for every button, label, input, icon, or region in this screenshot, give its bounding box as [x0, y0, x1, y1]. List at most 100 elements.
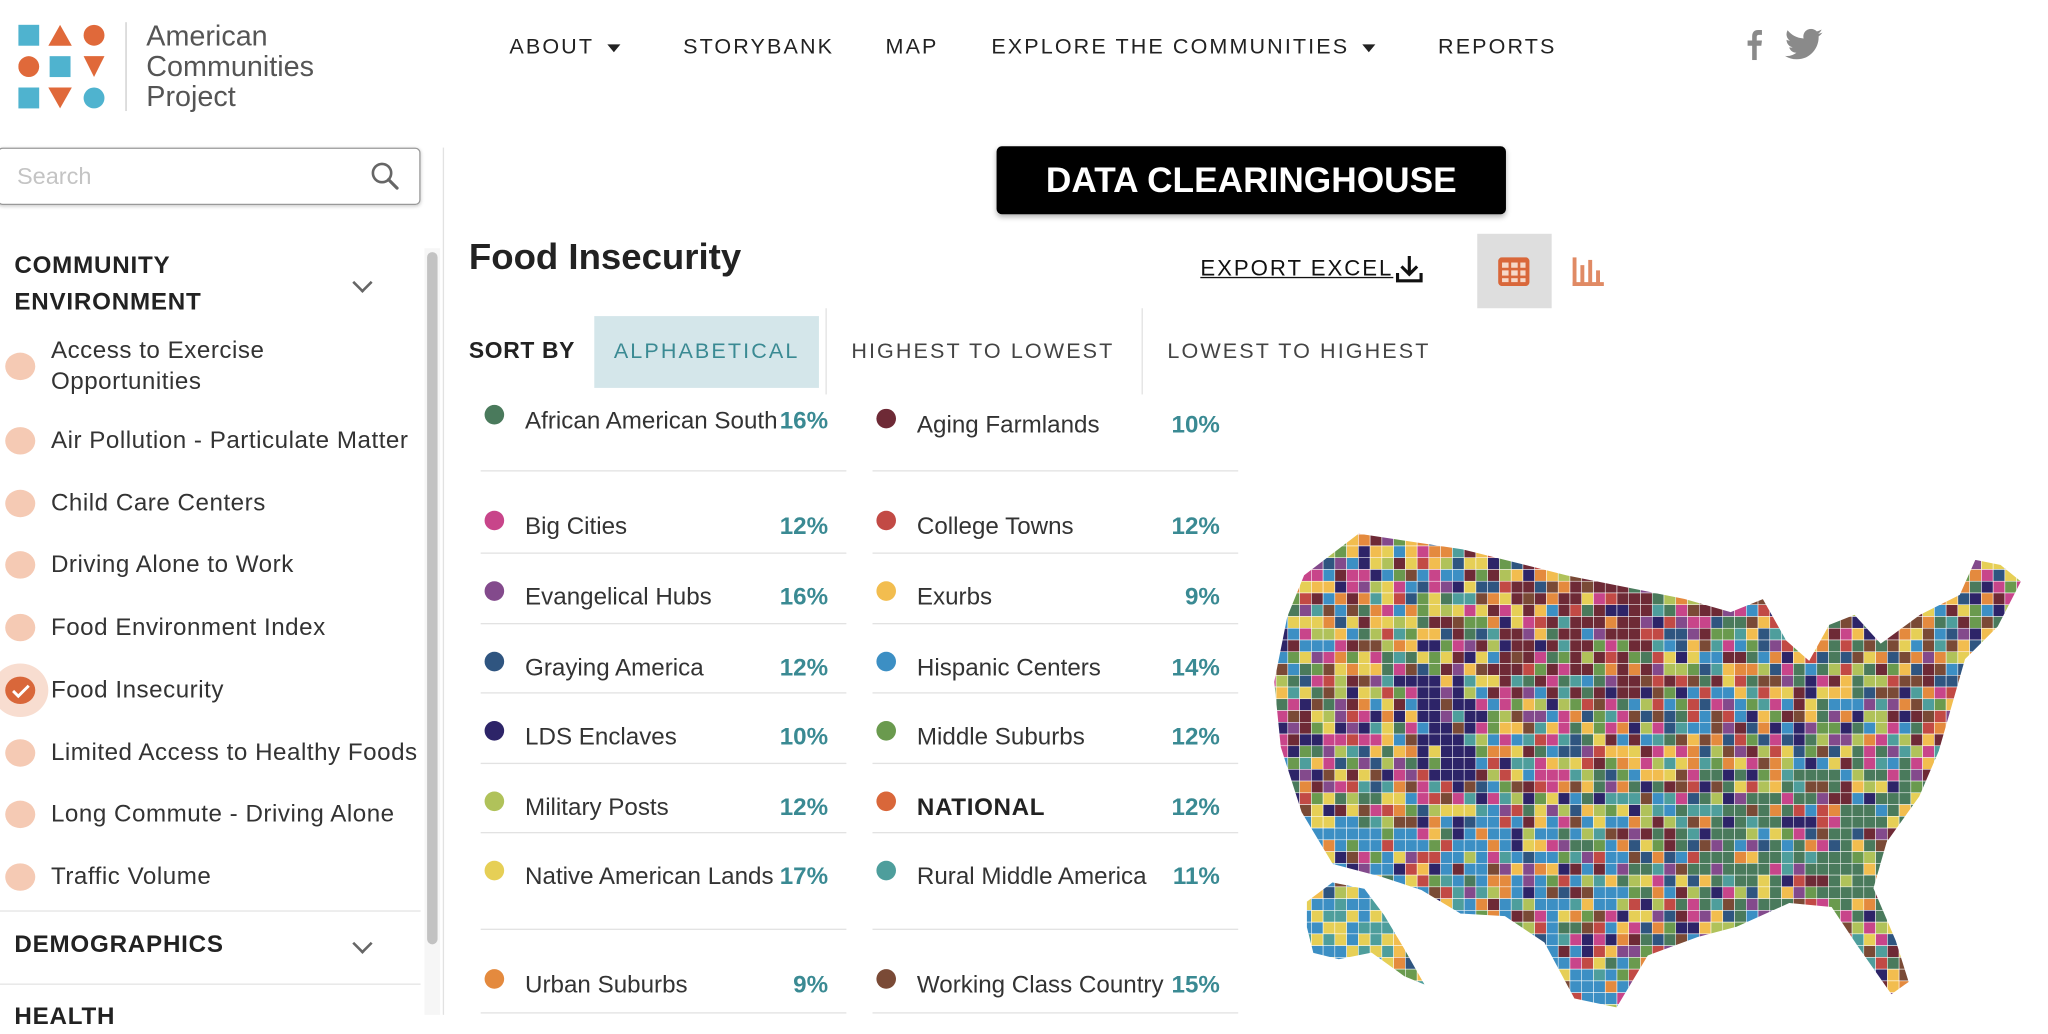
- map-county[interactable]: [1781, 874, 1794, 888]
- map-county[interactable]: [1334, 722, 1347, 735]
- map-county[interactable]: [1569, 945, 1582, 958]
- map-county[interactable]: [2016, 780, 2029, 794]
- map-county[interactable]: [1299, 992, 1312, 1005]
- map-county[interactable]: [1781, 933, 1794, 946]
- map-county[interactable]: [1604, 675, 1618, 688]
- map-county[interactable]: [1557, 627, 1571, 641]
- map-county[interactable]: [1487, 804, 1500, 817]
- map-county[interactable]: [1628, 769, 1641, 782]
- map-county[interactable]: [1463, 592, 1477, 605]
- map-county[interactable]: [1275, 569, 1289, 582]
- map-county[interactable]: [1969, 780, 1982, 794]
- map-county[interactable]: [1934, 886, 1947, 899]
- map-county[interactable]: [1311, 863, 1324, 876]
- map-county[interactable]: [1651, 686, 1665, 700]
- map-county[interactable]: [1887, 804, 1900, 817]
- map-county[interactable]: [1851, 522, 1865, 535]
- logo-mark[interactable]: [18, 24, 105, 110]
- map-county[interactable]: [1875, 522, 1888, 535]
- map-county[interactable]: [1322, 910, 1336, 923]
- map-county[interactable]: [2004, 804, 2017, 817]
- map-county[interactable]: [1275, 769, 1289, 782]
- map-county[interactable]: [1887, 710, 1900, 723]
- map-county[interactable]: [1275, 816, 1289, 829]
- map-county[interactable]: [1569, 757, 1582, 770]
- map-county[interactable]: [1969, 698, 1982, 711]
- map-county[interactable]: [1346, 627, 1359, 641]
- map-county[interactable]: [1311, 980, 1324, 993]
- map-county[interactable]: [1851, 710, 1865, 723]
- map-county[interactable]: [1816, 933, 1829, 946]
- map-county[interactable]: [1981, 968, 1994, 982]
- map-county[interactable]: [1804, 533, 1818, 547]
- map-county[interactable]: [1499, 663, 1512, 676]
- map-county[interactable]: [1804, 616, 1818, 629]
- map-county[interactable]: [1428, 698, 1441, 711]
- map-county[interactable]: [1828, 745, 1841, 758]
- map-county[interactable]: [1299, 874, 1312, 888]
- map-county[interactable]: [1534, 957, 1547, 970]
- map-county[interactable]: [1687, 980, 1700, 993]
- nav-about[interactable]: ABOUT: [509, 35, 621, 60]
- map-county[interactable]: [2016, 745, 2029, 758]
- map-county[interactable]: [1769, 710, 1782, 723]
- map-county[interactable]: [1322, 557, 1336, 570]
- map-county[interactable]: [1816, 675, 1829, 688]
- map-county[interactable]: [1863, 933, 1876, 946]
- map-county[interactable]: [1557, 992, 1571, 1005]
- map-county[interactable]: [1910, 533, 1923, 547]
- map-county[interactable]: [1604, 792, 1618, 805]
- map-county[interactable]: [1452, 675, 1465, 688]
- map-county[interactable]: [1487, 663, 1500, 676]
- map-county[interactable]: [1957, 921, 1970, 935]
- map-county[interactable]: [1287, 886, 1300, 899]
- map-county[interactable]: [1334, 980, 1347, 993]
- map-county[interactable]: [1510, 968, 1524, 982]
- map-county[interactable]: [1604, 957, 1618, 970]
- map-county[interactable]: [1358, 839, 1371, 852]
- map-county[interactable]: [1381, 675, 1394, 688]
- map-county[interactable]: [1710, 580, 1724, 594]
- map-county[interactable]: [1722, 616, 1735, 629]
- map-county[interactable]: [1534, 616, 1547, 629]
- map-county[interactable]: [1358, 557, 1371, 570]
- map-county[interactable]: [1546, 698, 1559, 711]
- map-county[interactable]: [1675, 980, 1688, 993]
- map-county[interactable]: [1510, 616, 1524, 629]
- map-county[interactable]: [1322, 968, 1336, 982]
- map-county[interactable]: [1487, 992, 1500, 1005]
- map-county[interactable]: [1428, 686, 1441, 700]
- map-county[interactable]: [1934, 792, 1947, 805]
- map-county[interactable]: [1699, 945, 1712, 958]
- map-county[interactable]: [1687, 780, 1700, 794]
- map-county[interactable]: [1487, 827, 1500, 841]
- map-county[interactable]: [1734, 663, 1747, 676]
- map-county[interactable]: [1722, 557, 1735, 570]
- map-county[interactable]: [1381, 804, 1394, 817]
- map-county[interactable]: [1757, 874, 1771, 888]
- map-county[interactable]: [1746, 533, 1759, 547]
- map-county[interactable]: [1628, 780, 1641, 794]
- map-county[interactable]: [1416, 898, 1430, 911]
- map-county[interactable]: [1734, 557, 1747, 570]
- map-county[interactable]: [1781, 816, 1794, 829]
- map-county[interactable]: [1863, 604, 1876, 617]
- map-county[interactable]: [1781, 992, 1794, 1005]
- map-county[interactable]: [1898, 992, 1912, 1005]
- map-county[interactable]: [1499, 522, 1512, 535]
- map-county[interactable]: [1334, 1004, 1347, 1014]
- map-county[interactable]: [1640, 722, 1653, 735]
- map-county[interactable]: [1640, 522, 1653, 535]
- map-county[interactable]: [1581, 651, 1594, 664]
- map-county[interactable]: [1322, 792, 1336, 805]
- map-county[interactable]: [1746, 886, 1759, 899]
- map-county[interactable]: [1722, 945, 1735, 958]
- map-county[interactable]: [1557, 804, 1571, 817]
- map-county[interactable]: [1898, 910, 1912, 923]
- map-county[interactable]: [1804, 698, 1818, 711]
- map-county[interactable]: [1804, 733, 1818, 747]
- map-county[interactable]: [1781, 980, 1794, 993]
- map-county[interactable]: [1957, 769, 1970, 782]
- map-county[interactable]: [1581, 733, 1594, 747]
- map-county[interactable]: [1334, 651, 1347, 664]
